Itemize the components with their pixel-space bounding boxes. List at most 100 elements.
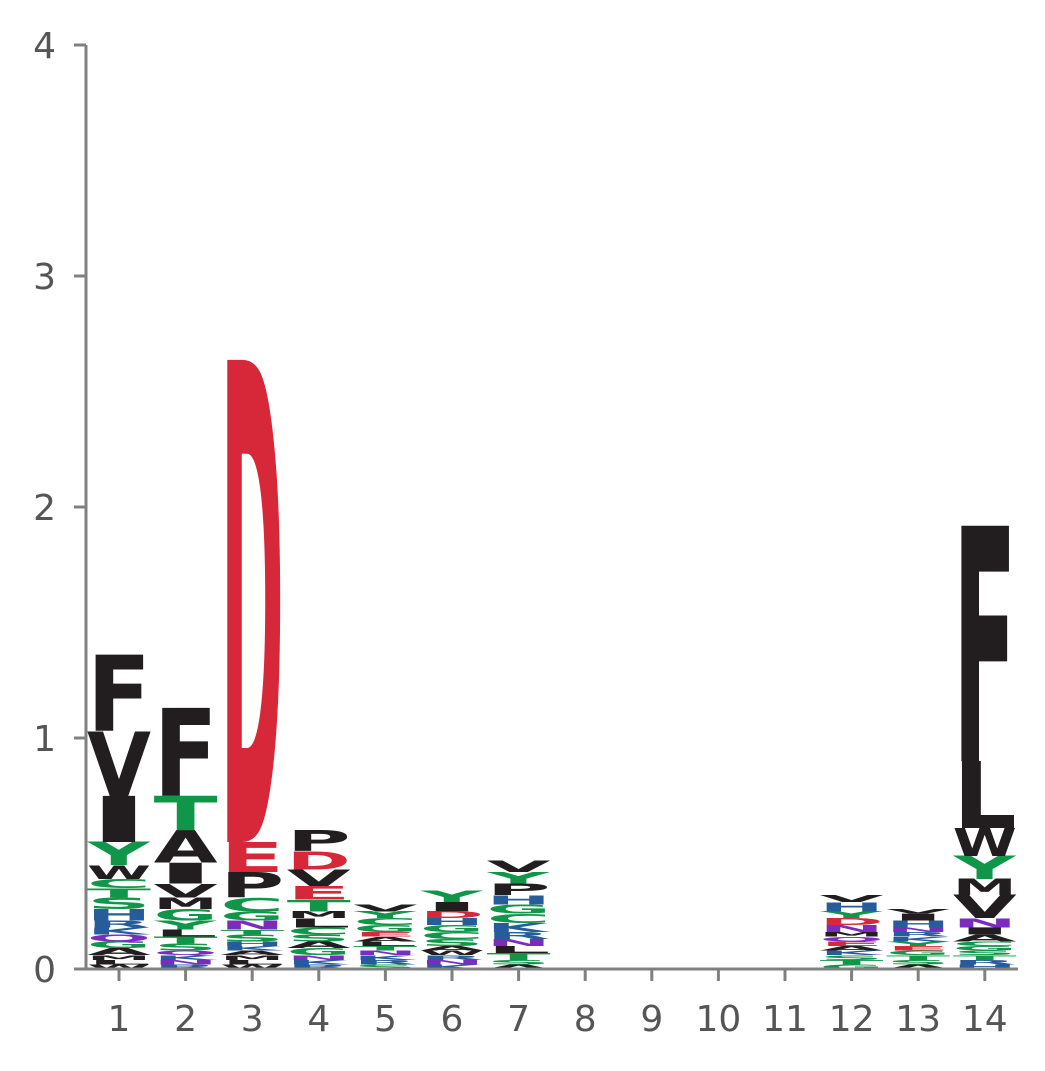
logo-letter: N — [220, 918, 284, 933]
logo-letter: H — [420, 916, 484, 927]
logo-letter: Y — [486, 869, 551, 887]
logo-letter: A — [220, 949, 285, 956]
logo-letter: K — [87, 926, 152, 937]
logo-letter: C — [87, 876, 151, 891]
y-tick-label: 4 — [33, 26, 56, 67]
x-tick-label: 9 — [640, 999, 663, 1040]
logo-letter: M — [820, 931, 884, 938]
logo-letter: L — [287, 916, 351, 931]
logo-letter: C — [953, 940, 1017, 947]
logo-letter: H — [487, 893, 551, 908]
logo-letter: K — [287, 959, 352, 966]
logo-letter: R — [420, 954, 484, 961]
x-tick-label: 4 — [307, 999, 330, 1040]
logo-stacks: WLMAGQKRHSTCWYIVFRNKQSTLYGMVIATFWLMAKHST… — [87, 229, 1018, 999]
logo-letter: K — [220, 945, 285, 952]
logo-letter: M — [953, 875, 1017, 901]
logo-letter: K — [487, 920, 551, 935]
logo-letter: V — [487, 858, 551, 876]
y-tick-label: 1 — [33, 719, 56, 760]
logo-letter: V — [87, 714, 151, 817]
logo-letter: E — [820, 940, 884, 947]
logo-letter: T — [487, 951, 552, 962]
logo-letter: S — [154, 942, 218, 953]
logo-letter: V — [820, 893, 885, 904]
logo-letter: T — [353, 945, 417, 952]
logo-letter: E — [220, 834, 284, 882]
logo-letter: V — [953, 889, 1018, 926]
logo-letter: Q — [87, 932, 151, 943]
y-tick-label: 3 — [33, 257, 56, 298]
logo-letter: L — [353, 940, 417, 947]
logo-letter: V — [287, 866, 351, 892]
logo-letter: T — [953, 954, 1017, 961]
logo-letter: N — [487, 937, 551, 948]
logo-letter: S — [287, 932, 351, 943]
logo-letter: R — [953, 958, 1017, 965]
logo-letter: K — [154, 954, 219, 961]
logo-letter: E — [886, 945, 950, 952]
x-tick-label: 6 — [441, 999, 464, 1040]
y-ticks: 0 1 2 3 4 — [33, 26, 86, 991]
logo-letter: I — [87, 783, 151, 857]
logo-letter: H — [87, 906, 151, 924]
logo-letter: R — [487, 930, 551, 941]
logo-letter: I — [953, 926, 1017, 937]
logo-letter: G — [87, 939, 151, 950]
logo-letter: F — [87, 635, 151, 756]
logo-letter: G — [154, 906, 218, 924]
logo-letter: C — [487, 911, 551, 926]
logo-letter: G — [220, 909, 284, 924]
logo-letter: W — [87, 963, 151, 970]
logo-letter: Q — [820, 935, 884, 942]
logo-letter: L — [220, 959, 284, 966]
x-tick-label: 14 — [962, 999, 1008, 1040]
x-tick-label: 8 — [574, 999, 597, 1040]
logo-letter: T — [820, 958, 884, 965]
x-ticks: 1 2 3 4 5 6 7 8 9 10 11 12 13 14 — [108, 969, 1008, 1040]
logo-letter: S — [953, 949, 1017, 956]
x-tick-label: 12 — [829, 999, 875, 1040]
logo-letter: K — [820, 949, 885, 956]
logo-letter: F — [154, 685, 218, 824]
logo-letter: S — [87, 895, 151, 913]
x-tick-label: 13 — [895, 999, 941, 1040]
logo-letter: S — [820, 954, 884, 961]
logo-letter: Q — [154, 949, 218, 956]
logo-letter: S — [220, 932, 284, 943]
logo-letter: R — [353, 958, 417, 965]
logo-letter: C — [420, 930, 484, 941]
logo-letter: W — [953, 820, 1017, 865]
logo-letter: D — [287, 846, 351, 876]
logo-letter: Y — [87, 836, 152, 873]
logo-letter: Y — [419, 888, 484, 906]
logo-letter: D — [820, 916, 884, 927]
logo-letter: T — [87, 886, 151, 901]
logo-letter: V — [353, 902, 418, 913]
logo-letter: P — [220, 865, 284, 906]
logo-letter: T — [287, 897, 351, 915]
logo-letter: E — [353, 931, 417, 938]
logo-letter: I — [154, 857, 218, 890]
logo-letter: A — [487, 963, 552, 970]
logo-letter: R — [87, 919, 151, 930]
logo-letter: E — [287, 882, 351, 904]
logo-letter: N — [353, 949, 417, 956]
logo-letter: N — [420, 959, 484, 966]
y-tick-label: 2 — [33, 488, 56, 529]
logo-letter: W — [220, 963, 284, 970]
logo-letter: Y — [353, 910, 418, 921]
x-tick-label: 1 — [108, 999, 131, 1040]
x-tick-label: 3 — [241, 999, 264, 1040]
x-tick-label: 5 — [374, 999, 397, 1040]
logo-letter: C — [353, 916, 417, 927]
logo-letter: W — [420, 949, 484, 956]
logo-letter: N — [820, 923, 884, 934]
